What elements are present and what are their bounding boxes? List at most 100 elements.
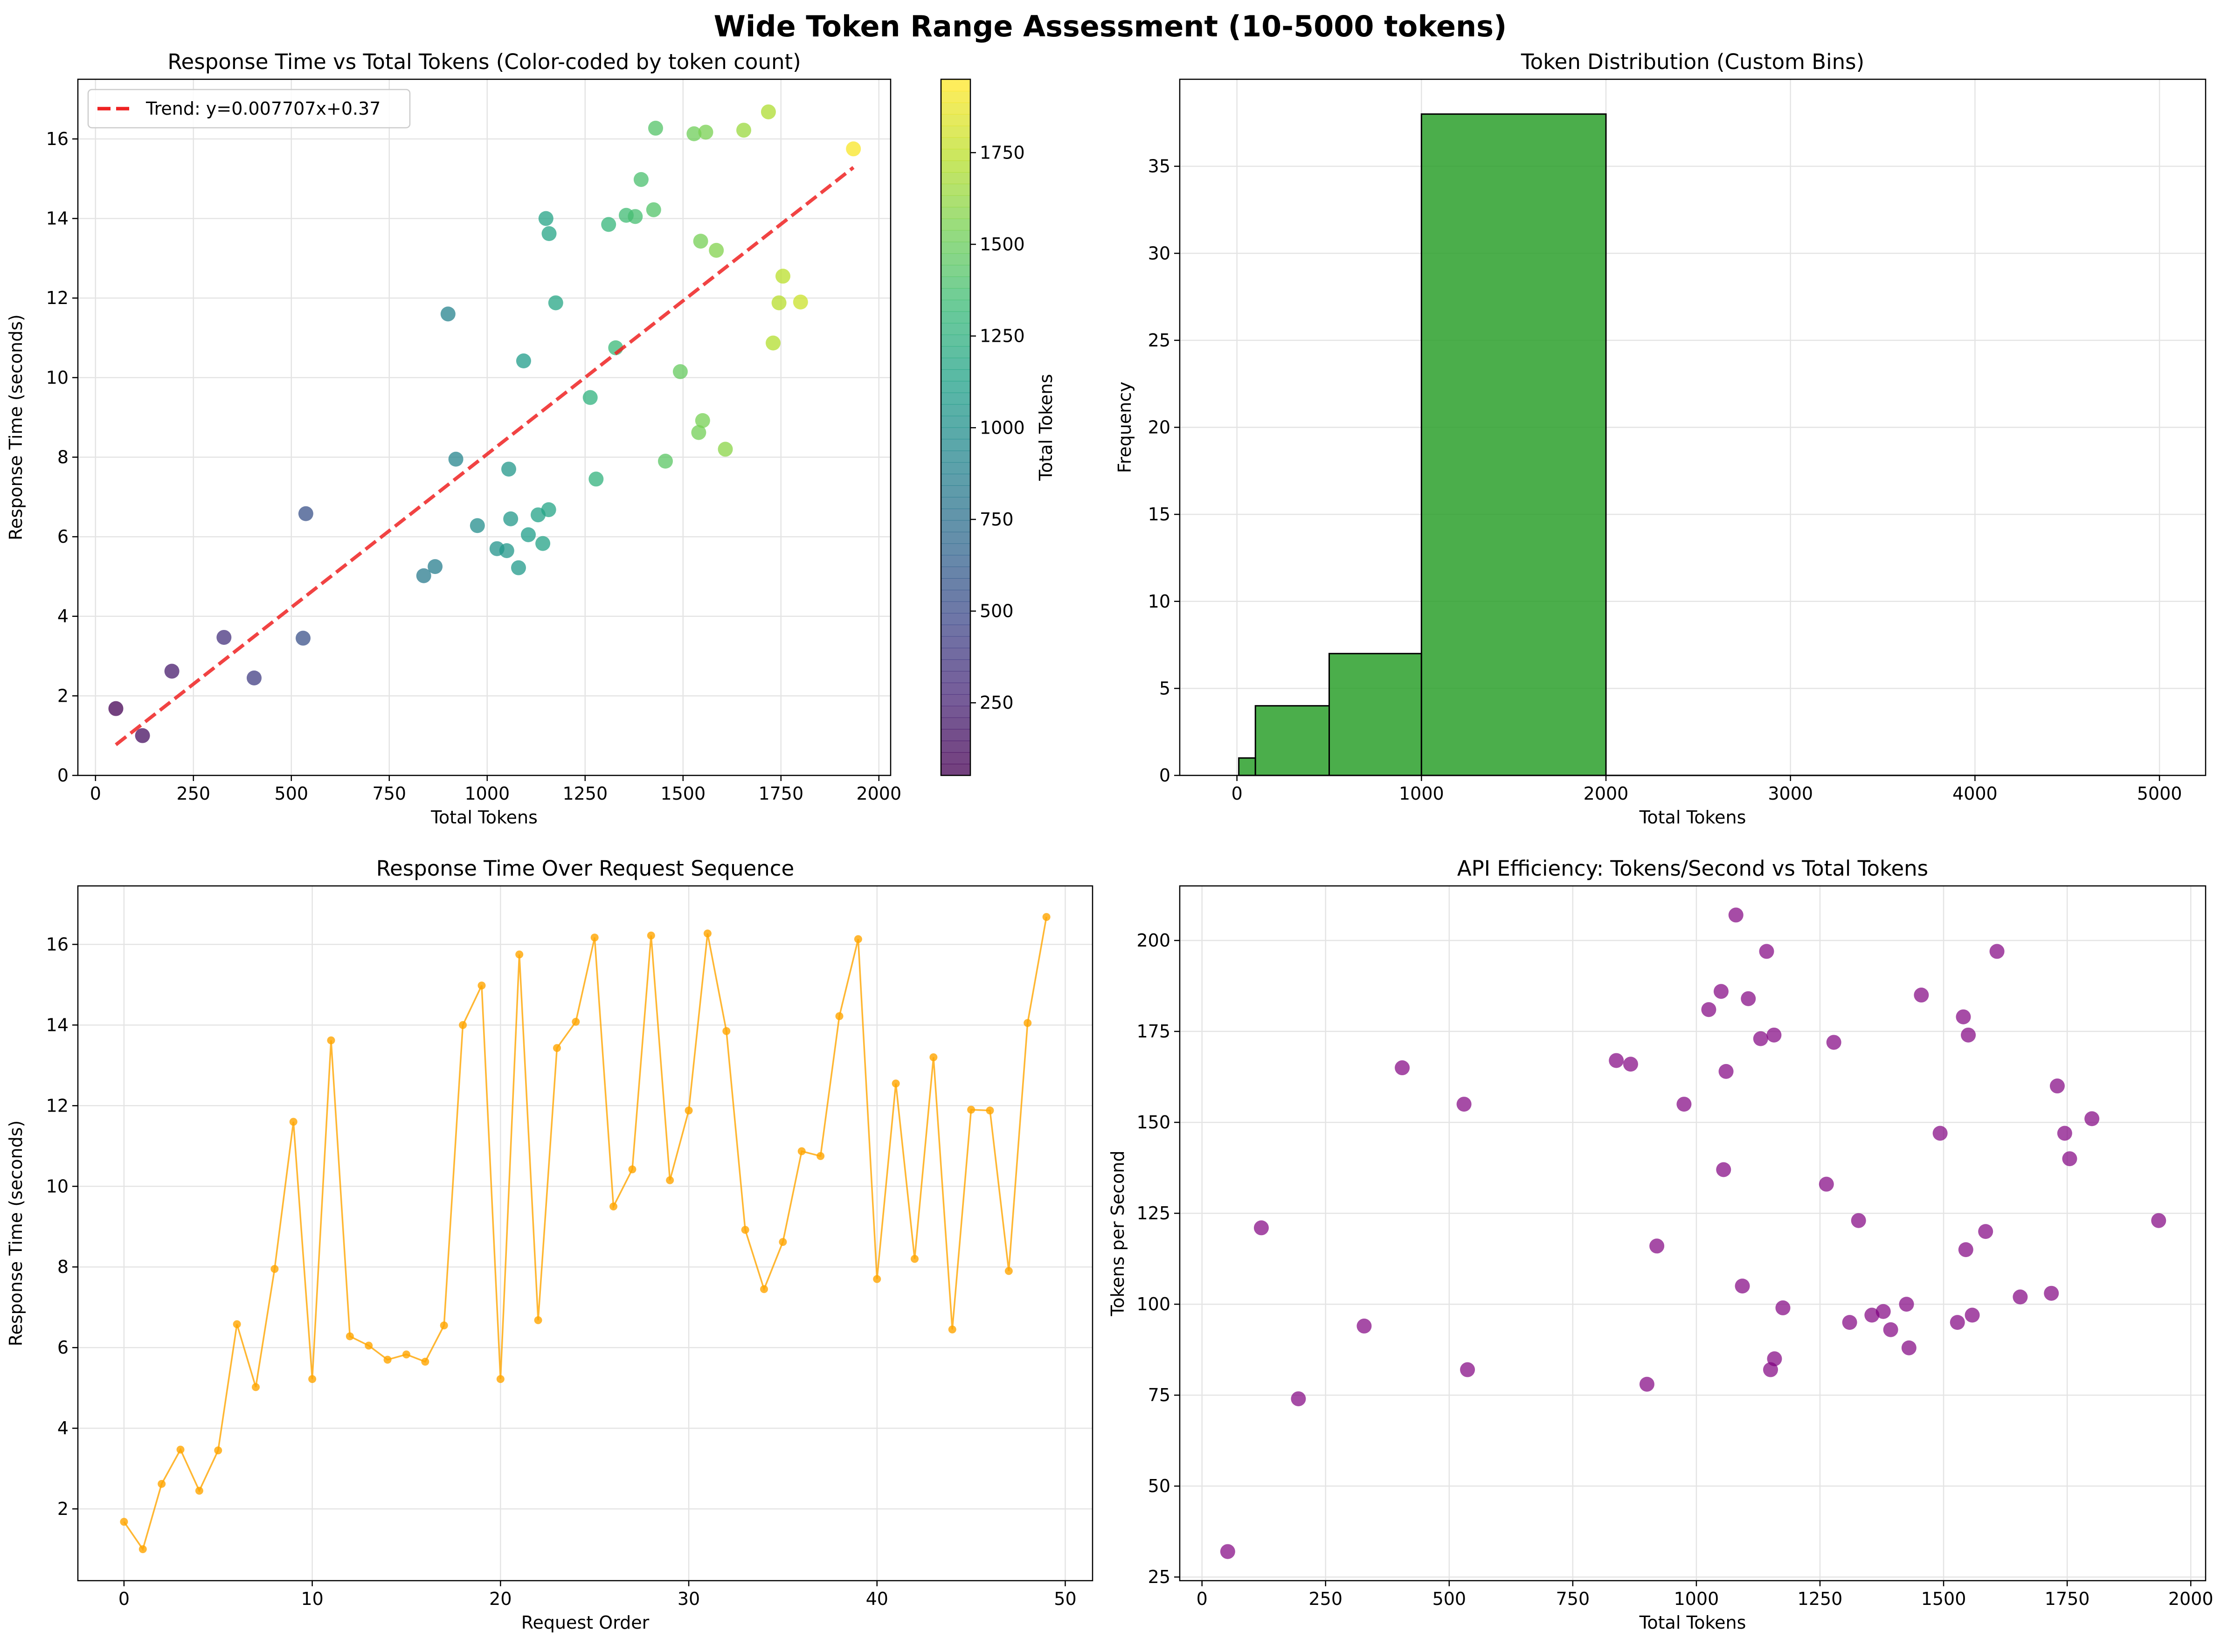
y-tick-label: 0 (57, 765, 69, 786)
series-point (440, 1321, 448, 1330)
efficiency-point (2057, 1126, 2072, 1141)
scatter-point (440, 306, 456, 322)
plot-frame (1179, 78, 2207, 776)
series-point (572, 1017, 580, 1026)
colorbar-segment (941, 636, 970, 649)
colorbar-segment (941, 694, 970, 706)
scatter-point (541, 502, 556, 518)
colorbar-segment (941, 613, 970, 625)
efficiency-point (1766, 1027, 1782, 1043)
colorbar-segment (941, 392, 970, 405)
scatter-point (298, 506, 313, 521)
colorbar-segment (941, 543, 970, 556)
series-point (854, 935, 862, 943)
series-point (534, 1316, 542, 1324)
scatter-point (709, 242, 724, 258)
series-point (252, 1383, 260, 1391)
legend-label: Trend: y=0.007707x+0.37 (145, 98, 381, 119)
series-point (233, 1320, 241, 1328)
y-tick-label: 14 (46, 208, 69, 229)
efficiency-point (1291, 1391, 1306, 1406)
scatter-point (672, 364, 688, 380)
colorbar-tick-label: 1500 (980, 234, 1025, 255)
series-point (779, 1238, 787, 1246)
efficiency-point (1456, 1097, 1472, 1112)
series-point (948, 1325, 956, 1334)
y-tick-label: 14 (46, 1015, 69, 1035)
x-tick-label: 250 (177, 783, 211, 804)
histogram-bar (1420, 113, 1607, 776)
colorbar-segment (941, 415, 970, 428)
y-tick-label: 8 (57, 447, 69, 467)
colorbar-segment (941, 764, 970, 776)
y-axis-label: Frequency (1114, 381, 1135, 473)
y-axis-label: Tokens per Second (1107, 1150, 1128, 1316)
x-tick-label: 2000 (1584, 783, 1629, 804)
colorbar-segment (941, 183, 970, 196)
efficiency-point (1649, 1238, 1665, 1254)
colorbar-segment (941, 752, 970, 765)
efficiency-point (1958, 1242, 1973, 1258)
colorbar-tick-label: 750 (980, 509, 1014, 530)
y-tick-label: 100 (1136, 1294, 1170, 1314)
colorbar-segment (941, 462, 970, 475)
histogram-bar (1254, 705, 1330, 776)
scatter-point (761, 104, 776, 119)
series-point (647, 931, 655, 940)
series-point (1004, 1267, 1013, 1275)
y-tick-label: 16 (46, 129, 69, 149)
scatter-point (582, 390, 598, 405)
x-axis-label: Total Tokens (1639, 807, 1746, 828)
series-point (741, 1226, 749, 1234)
colorbar-segment (941, 567, 970, 579)
scatter-point (846, 141, 861, 157)
colorbar-segment (941, 114, 970, 126)
colorbar-segment (941, 659, 970, 672)
efficiency-point (2044, 1286, 2059, 1301)
scatter-point (686, 126, 702, 141)
efficiency-point (1713, 984, 1729, 999)
x-tick-label: 1250 (562, 783, 608, 804)
x-tick-label: 1000 (1674, 1589, 1719, 1609)
x-tick-label: 1000 (464, 783, 510, 804)
scatter-point (601, 217, 616, 232)
colorbar-tick-label: 1750 (980, 142, 1025, 163)
series-point (873, 1275, 881, 1283)
colorbar-segment (941, 508, 970, 521)
colorbar-segment (941, 740, 970, 753)
colorbar-segment (941, 79, 970, 91)
x-tick-label: 2000 (2168, 1589, 2214, 1609)
series-point (346, 1332, 354, 1341)
scatter-point (695, 413, 710, 428)
efficiency-point (2151, 1213, 2166, 1228)
colorbar-segment (941, 172, 970, 184)
series-point (459, 1021, 467, 1029)
colorbar-label: Total Tokens (1036, 374, 1056, 481)
y-tick-label: 16 (46, 934, 69, 954)
y-tick-label: 30 (1148, 243, 1170, 263)
scatter-point (698, 124, 713, 140)
series-point (327, 1036, 335, 1044)
histogram-bar (1328, 653, 1422, 776)
scatter-point (648, 120, 663, 136)
efficiency-point (1716, 1162, 1731, 1177)
series-point (797, 1147, 806, 1155)
y-tick-label: 150 (1136, 1112, 1170, 1133)
x-tick-label: 0 (90, 783, 101, 804)
x-tick-label: 5000 (2137, 783, 2182, 804)
colorbar-segment (941, 218, 970, 231)
x-tick-label: 500 (1432, 1589, 1467, 1609)
colorbar-segment (941, 334, 970, 347)
scatter-point (428, 559, 443, 574)
x-tick-label: 1250 (1798, 1589, 1843, 1609)
efficiency-point (1842, 1315, 1857, 1330)
y-tick-label: 75 (1148, 1385, 1170, 1405)
efficiency-point (2013, 1289, 2028, 1305)
panel-histogram: 0 1000 2000 3000 4000 5000 0 5 10 15 20 25 30 35 Token… (1114, 49, 2207, 828)
efficiency-point (1767, 1351, 1782, 1367)
chart-title: Response Time Over Request Sequence (376, 856, 794, 881)
y-tick-label: 4 (57, 606, 69, 627)
efficiency-point (1609, 1053, 1624, 1068)
efficiency-point (1989, 944, 2005, 959)
